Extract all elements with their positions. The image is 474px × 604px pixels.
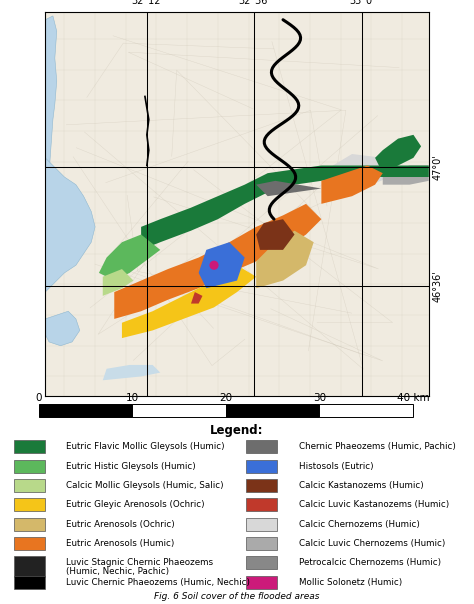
Text: Eutric Histic Gleysols (Humic): Eutric Histic Gleysols (Humic) [66, 461, 196, 471]
Text: Chernic Phaeozems (Humic, Pachic): Chernic Phaeozems (Humic, Pachic) [299, 442, 456, 451]
Text: 0: 0 [36, 393, 42, 403]
Bar [246, 498, 277, 512]
Bar [14, 498, 45, 512]
Text: Fig. 6 Soil cover of the flooded areas: Fig. 6 Soil cover of the flooded areas [154, 592, 320, 601]
Bar [246, 440, 277, 454]
Bar [246, 479, 277, 492]
Polygon shape [383, 165, 429, 185]
Bar [14, 460, 45, 473]
Polygon shape [375, 135, 421, 173]
Text: 10: 10 [126, 393, 139, 403]
Bar [246, 518, 277, 531]
Polygon shape [141, 165, 429, 250]
Bar [14, 556, 45, 577]
Circle shape [210, 260, 219, 270]
Text: 33°0': 33°0' [349, 0, 374, 6]
Text: Calcic Luvic Chernozems (Humic): Calcic Luvic Chernozems (Humic) [299, 539, 445, 548]
Text: Calcic Mollic Gleysols (Humic, Salic): Calcic Mollic Gleysols (Humic, Salic) [66, 481, 224, 490]
Polygon shape [99, 234, 160, 280]
Bar [246, 537, 277, 550]
Text: Calcic Kastanozems (Humic): Calcic Kastanozems (Humic) [299, 481, 423, 490]
Text: 46°36': 46°36' [433, 271, 443, 302]
Text: Mollic Solonetz (Humic): Mollic Solonetz (Humic) [299, 578, 402, 586]
Bar [246, 556, 277, 570]
Bar [246, 460, 277, 473]
Bar [132, 404, 226, 417]
Bar [14, 518, 45, 531]
Bar [39, 404, 132, 417]
Text: Eutric Arenosols (Humic): Eutric Arenosols (Humic) [66, 539, 175, 548]
Text: Eutric Arenosols (Ochric): Eutric Arenosols (Ochric) [66, 519, 175, 528]
Polygon shape [45, 16, 57, 211]
Polygon shape [103, 269, 134, 296]
Polygon shape [45, 311, 80, 345]
Text: Eutric Gleyic Arenosols (Ochric): Eutric Gleyic Arenosols (Ochric) [66, 500, 205, 509]
Polygon shape [333, 154, 391, 185]
Text: Calcic Chernozems (Humic): Calcic Chernozems (Humic) [299, 519, 419, 528]
Polygon shape [103, 365, 160, 381]
Polygon shape [122, 265, 256, 338]
Text: (Humic, Nechic, Pachic): (Humic, Nechic, Pachic) [66, 567, 170, 576]
Text: 20: 20 [219, 393, 232, 403]
Bar [14, 537, 45, 550]
Polygon shape [45, 158, 95, 292]
Text: Legend:: Legend: [210, 423, 264, 437]
Polygon shape [321, 165, 383, 204]
Polygon shape [256, 219, 294, 250]
Text: 32°36': 32°36' [238, 0, 270, 6]
Bar [14, 479, 45, 492]
Text: 30: 30 [313, 393, 326, 403]
Polygon shape [256, 181, 321, 196]
Polygon shape [256, 231, 314, 288]
Text: Luvic Chernic Phaeozems (Humic, Nechic): Luvic Chernic Phaeozems (Humic, Nechic) [66, 578, 250, 586]
Text: Luvic Stagnic Chernic Phaeozems: Luvic Stagnic Chernic Phaeozems [66, 557, 213, 567]
Bar [14, 440, 45, 454]
Text: Petrocalcic Chernozems (Humic): Petrocalcic Chernozems (Humic) [299, 558, 441, 567]
Polygon shape [191, 292, 202, 304]
Text: 40 km: 40 km [397, 393, 429, 403]
Text: 32°12': 32°12' [131, 0, 163, 6]
Bar [319, 404, 413, 417]
Text: Histosols (Eutric): Histosols (Eutric) [299, 461, 373, 471]
Text: Eutric Flavic Mollic Gleysols (Humic): Eutric Flavic Mollic Gleysols (Humic) [66, 442, 225, 451]
Bar [246, 576, 277, 589]
Polygon shape [114, 204, 321, 319]
Text: 47°0': 47°0' [433, 155, 443, 180]
Bar [226, 404, 319, 417]
Text: Calcic Luvic Kastanozems (Humic): Calcic Luvic Kastanozems (Humic) [299, 500, 449, 509]
Bar [14, 576, 45, 589]
Polygon shape [199, 242, 245, 288]
